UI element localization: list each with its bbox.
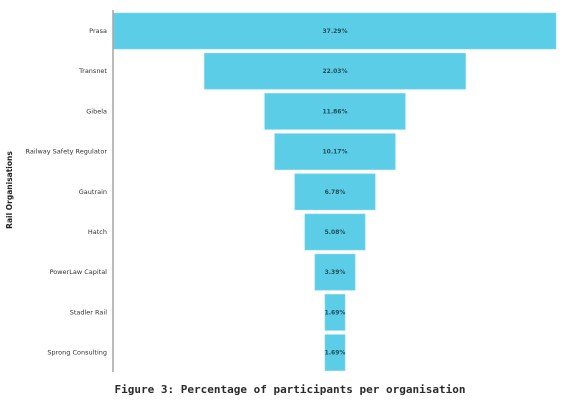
category-label: Transnet [78,67,107,75]
value-label: 10.17% [323,149,348,156]
category-label: Hatch [88,228,107,236]
value-label: 22.03% [323,68,348,75]
bar-stadler-rail [324,294,346,331]
bar-gibela [264,93,406,130]
value-label: 3.39% [325,269,346,276]
category-label: Stadler Rail [70,308,107,316]
figure-caption: Figure 3: Percentage of participants per… [114,383,466,396]
value-label: 1.69% [325,309,346,316]
category-label: Gautrain [79,188,107,196]
category-label: Prasa [89,27,107,35]
value-label: 37.29% [323,28,348,35]
bar-gautrain [294,173,376,211]
bar-prasa [113,12,557,50]
category-label: Railway Safety Regulator [26,148,108,156]
bar-railway-safety-regulator [274,133,396,170]
bar-transnet [204,52,466,90]
bar-sprong-consulting [324,334,346,371]
bar-hatch [304,213,366,251]
chart-marks: 37.29% Prasa 22.03% Transnet 11.86% Gibela 10.… [26,12,557,371]
bar-powerlaw-capital [314,253,356,291]
y-axis-title: Rail Organisations [5,151,14,229]
value-label: 5.08% [325,229,346,236]
category-label: Sprong Consulting [47,349,107,357]
value-label: 11.86% [323,108,348,115]
value-label: 6.78% [325,189,346,196]
value-label: 1.69% [325,350,346,357]
category-label: Gibela [86,107,107,115]
funnel-chart: Rail Organisations 37.29% Prasa 22.03% Tran… [5,10,557,372]
category-label: PowerLaw Capital [50,268,108,276]
